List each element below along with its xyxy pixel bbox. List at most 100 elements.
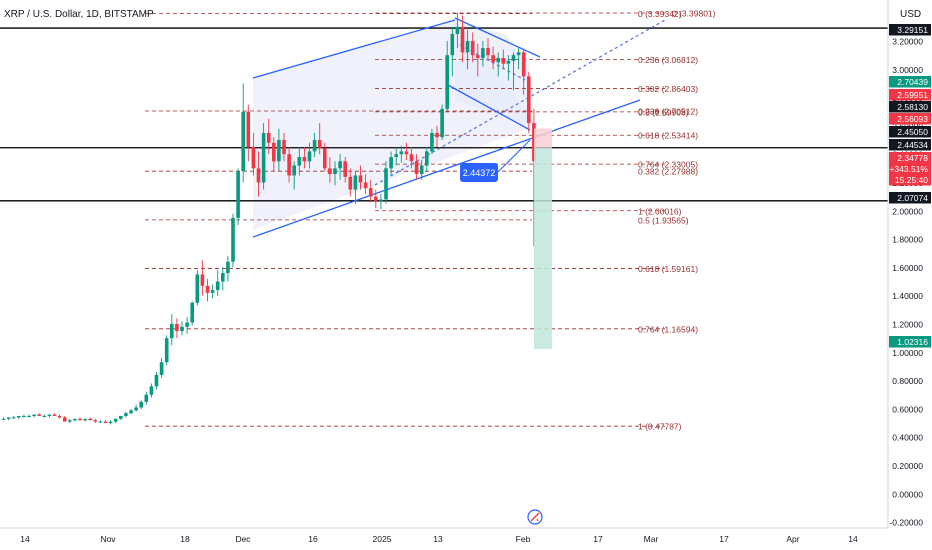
- candle-body: [282, 140, 286, 155]
- channel-upper-line[interactable]: [252, 19, 456, 79]
- candle-body: [32, 414, 36, 416]
- y-tick-label: 1.60000: [892, 263, 923, 273]
- price-tag[interactable]: [889, 101, 931, 113]
- candle-body: [144, 394, 149, 402]
- flag-lower-line[interactable]: [447, 84, 531, 131]
- candle-body: [374, 196, 378, 201]
- candle-body: [11, 417, 16, 419]
- candle-body: [103, 421, 108, 424]
- candle-body: [404, 151, 409, 155]
- price-annotation-box[interactable]: [460, 163, 498, 182]
- candle-body: [435, 132, 439, 138]
- candle-body: [430, 132, 434, 152]
- y-tick-label: 0.60000: [892, 404, 923, 414]
- candle-body: [317, 140, 322, 149]
- candle-body: [180, 326, 184, 332]
- fib-level-label: 0 (3.39342): [638, 9, 682, 19]
- fib-level-label: 0 (3.39801): [672, 8, 716, 18]
- candle-body: [78, 418, 82, 421]
- fib-level-label: 0.382 (2.27988): [638, 167, 698, 177]
- candle-body: [159, 362, 164, 375]
- price-tag-label: 2.70439: [897, 77, 928, 87]
- candle-body: [358, 175, 363, 183]
- y-tick-label: 1.80000: [892, 235, 923, 245]
- candle-body: [119, 415, 123, 419]
- currency-label: USD: [900, 9, 921, 20]
- price-tag[interactable]: [889, 126, 931, 138]
- candle-body: [226, 261, 230, 274]
- price-tag-label: 2.07074: [897, 193, 928, 203]
- candle-body: [307, 151, 312, 162]
- price-tag[interactable]: [889, 174, 931, 186]
- candle-body: [52, 414, 57, 416]
- candle-body: [200, 274, 205, 286]
- y-tick-label: 0.20000: [892, 461, 923, 471]
- candle-body: [129, 410, 133, 414]
- x-tick-label: 16: [308, 534, 318, 544]
- candle-body: [210, 290, 215, 293]
- candle-body: [134, 407, 138, 411]
- candle-body: [205, 285, 210, 293]
- candle-body: [185, 322, 189, 327]
- price-tag[interactable]: [889, 192, 931, 204]
- candle-body: [246, 111, 251, 148]
- fib-level-label: 0.618 (1.59161): [638, 264, 698, 274]
- stop-zone[interactable]: [534, 128, 552, 148]
- fib-level-label: 1 (0.47787): [638, 422, 682, 432]
- candle-body: [368, 188, 373, 197]
- price-tag-label: 3.29151: [897, 25, 928, 35]
- candle-body: [292, 165, 296, 176]
- candle-body: [215, 281, 220, 291]
- flag-upper-line[interactable]: [454, 17, 541, 58]
- candle-body: [527, 76, 531, 124]
- price-tag[interactable]: [889, 163, 931, 175]
- price-tag[interactable]: [889, 336, 931, 348]
- candle-body: [241, 111, 245, 172]
- price-annotation-label: 2.44372: [463, 168, 496, 178]
- price-tag-label: 2.44534: [897, 140, 928, 150]
- candle-body: [83, 418, 87, 421]
- y-tick-label: 1.00000: [892, 348, 923, 358]
- candle-body: [149, 386, 154, 395]
- price-tag[interactable]: [889, 24, 931, 36]
- candle-body: [419, 165, 424, 175]
- channel-lower-line[interactable]: [252, 99, 641, 238]
- x-tick-label: 14: [20, 534, 30, 544]
- flag-midline[interactable]: [459, 44, 526, 81]
- alert-clock-icon[interactable]: [527, 509, 543, 525]
- candle-body: [221, 273, 225, 282]
- channel-midline[interactable]: [374, 19, 666, 186]
- candle-body: [389, 157, 393, 169]
- candle-body: [445, 55, 449, 109]
- candle-body: [195, 274, 200, 303]
- x-tick-label: 17: [593, 534, 603, 544]
- y-tick-label: 3.00000: [892, 65, 923, 75]
- candle-body: [363, 182, 368, 189]
- candle-body: [231, 217, 235, 262]
- candle-body: [108, 421, 113, 424]
- candle-body: [1, 418, 6, 420]
- candle-body: [37, 414, 41, 416]
- candle-body: [496, 57, 500, 63]
- price-tag[interactable]: [889, 152, 931, 164]
- y-tick-label: 0.40000: [892, 433, 923, 443]
- price-tag[interactable]: [889, 113, 931, 125]
- candle-body: [27, 415, 31, 417]
- candle-body: [266, 132, 271, 143]
- price-tag[interactable]: [889, 89, 931, 101]
- candle-body: [394, 154, 398, 158]
- candle-body: [501, 57, 506, 64]
- y-tick-label: 1.40000: [892, 291, 923, 301]
- price-tag-label: 2.58130: [897, 102, 928, 112]
- price-tag[interactable]: [889, 139, 931, 151]
- candle-body: [124, 413, 128, 416]
- x-tick-label: 2025: [373, 534, 392, 544]
- price-tag[interactable]: [889, 76, 931, 88]
- candle-body: [62, 417, 67, 422]
- candle-body: [170, 324, 174, 339]
- candle-body: [440, 108, 444, 138]
- candle-body: [42, 415, 47, 417]
- target-zone[interactable]: [534, 147, 552, 350]
- candle-body: [476, 55, 480, 58]
